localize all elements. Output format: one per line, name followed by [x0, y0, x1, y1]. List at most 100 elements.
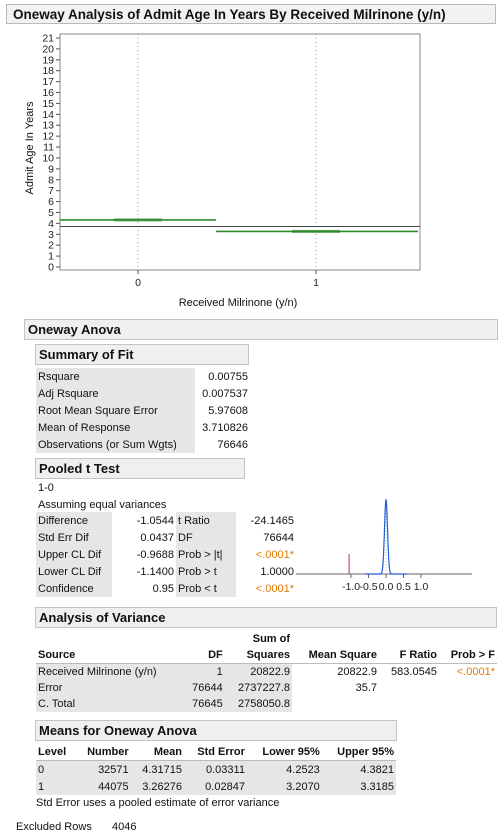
summary-value: 5.97608: [208, 404, 248, 417]
summary-value: 76646: [217, 438, 248, 451]
anova-ss: 2737227.8: [224, 680, 293, 696]
y-tick-label: 15: [42, 98, 54, 110]
pooled-t-label: Upper CL Dif: [36, 546, 112, 563]
anova-source: Received Milrinone (y/n): [36, 663, 184, 680]
pooled-t-value: 0.0437: [140, 531, 174, 544]
f-ratio-col-header: F Ratio: [379, 647, 439, 664]
means-number: 44075: [75, 778, 131, 795]
pooled-t-label: DF: [176, 529, 236, 546]
y-tick-label: 16: [42, 87, 54, 99]
summary-of-fit-table: Rsquare 0.00755 Adj Rsquare 0.007537 Root Me…: [36, 368, 250, 453]
pooled-t-value: 1.0000: [260, 565, 294, 578]
pooled-t-label: Std Err Dif: [36, 529, 112, 546]
pooled-t-row: Difference -1.0544 t Ratio -24.1465: [36, 512, 296, 529]
means-row: 0 32571 4.31715 0.03311 4.2523 4.3821: [36, 760, 396, 778]
anova-ss: 2758050.8: [224, 696, 293, 712]
x-axis-label: Received Milrinone (y/n): [179, 297, 298, 309]
anova-ms: [292, 696, 379, 712]
summary-label: Mean of Response: [36, 419, 195, 436]
pooled-t-table: Difference -1.0544 t Ratio -24.1465 Std Err …: [36, 512, 296, 597]
means-col-header: Mean: [130, 743, 184, 761]
y-tick-label: 13: [42, 120, 54, 132]
pooled-t-test-header[interactable]: Pooled t Test: [35, 458, 245, 479]
y-tick-label: 4: [48, 218, 54, 230]
anova-ms: 35.7: [355, 682, 378, 694]
pooled-t-row: Upper CL Dif -0.9688 Prob > |t| <.0001*: [36, 546, 296, 563]
means-header[interactable]: Means for Oneway Anova: [35, 720, 397, 741]
t-axis-label: 0.0: [379, 581, 394, 593]
pooled-t-label: Difference: [36, 512, 112, 529]
pooled-t-value: -0.9688: [136, 548, 174, 561]
source-col-header: Source: [36, 647, 184, 664]
pooled-t-label: Lower CL Dif: [36, 563, 112, 580]
summary-of-fit-header[interactable]: Summary of Fit: [35, 344, 249, 365]
means-col-header: Upper 95%: [321, 743, 396, 761]
t-axis-label: 1.0: [414, 581, 429, 593]
t-axis-label: 0.5: [396, 581, 411, 593]
pooled-t-value: -1.1400: [136, 565, 174, 578]
summary-label: Root Mean Square Error: [36, 402, 195, 419]
t-distribution-svg: -1.0 -0.5 0.0 0.5 1.0: [296, 498, 472, 593]
contrast-label: 1-0: [38, 482, 54, 494]
means-hi: 3.3185: [321, 778, 396, 795]
pooled-t-value: <.0001*: [255, 582, 294, 595]
mean-ci-diamond: [292, 229, 340, 233]
y-tick-label: 11: [43, 142, 54, 154]
pooled-t-value: -1.0544: [136, 514, 174, 527]
summary-row: Observations (or Sum Wgts) 76646: [36, 436, 250, 453]
mean-square-col-header: Mean Square: [292, 647, 380, 664]
means-hi: 4.3821: [321, 760, 396, 778]
y-tick-label: 18: [42, 65, 54, 77]
anova-table: Sum of Source DF Squares Mean Square F Ratio…: [36, 631, 497, 712]
anova-row: C. Total 76645 2758050.8: [36, 696, 497, 712]
analysis-of-variance-header[interactable]: Analysis of Variance: [35, 607, 497, 628]
oneway-anova-header[interactable]: Oneway Anova: [24, 319, 498, 340]
summary-value: 0.00755: [208, 370, 248, 383]
means-mean: 4.31715: [130, 760, 184, 778]
means-col-header: Level: [36, 743, 76, 761]
pooled-t-label: Prob < t: [176, 580, 236, 597]
x-tick-label: 1: [313, 277, 319, 289]
summary-label: Rsquare: [36, 368, 195, 385]
means-lo: 3.2070: [246, 778, 322, 795]
pooled-t-label: Confidence: [36, 580, 112, 597]
means-level: 1: [36, 778, 76, 795]
means-col-header: Std Error: [183, 743, 247, 761]
pooled-t-label: Prob > t: [176, 563, 236, 580]
anova-row: Error 76644 2737227.8 35.7: [36, 680, 497, 696]
anova-f: [379, 696, 439, 712]
means-col-header: Number: [75, 743, 131, 761]
mean-ci-diamond: [114, 218, 162, 222]
report-title[interactable]: Oneway Analysis of Admit Age In Years By…: [6, 4, 496, 24]
summary-label: Adj Rsquare: [36, 385, 195, 402]
y-tick-label: 1: [48, 251, 54, 263]
means-mean: 3.26276: [130, 778, 184, 795]
sum-of-header: Sum of: [252, 633, 291, 645]
summary-row: Rsquare 0.00755: [36, 368, 250, 385]
y-tick-label: 21: [42, 33, 54, 45]
y-tick-label: 12: [42, 131, 54, 143]
y-axis-label: Admit Age In Years: [24, 101, 36, 194]
means-level: 0: [36, 760, 76, 778]
means-col-header: Lower 95%: [246, 743, 322, 761]
y-tick-label: 5: [48, 207, 54, 219]
prob-f-col-header: Prob > F: [438, 647, 497, 664]
plot-frame: [59, 33, 421, 271]
anova-f: [379, 680, 439, 696]
y-tick-label: 3: [48, 229, 54, 241]
anova-source: C. Total: [36, 696, 184, 712]
summary-value: 0.007537: [202, 387, 248, 400]
y-tick-label: 19: [42, 54, 54, 66]
pooled-t-value: 76644: [263, 531, 294, 544]
summary-label: Observations (or Sum Wgts): [36, 436, 195, 453]
t-axis-label: -1.0: [342, 581, 360, 593]
summary-value: 3.710826: [202, 421, 248, 434]
y-tick-label: 0: [48, 262, 54, 274]
squares-col-header: Squares: [224, 647, 293, 664]
t-axis-label: -0.5: [359, 581, 377, 593]
pooled-t-value: -24.1465: [250, 514, 294, 527]
y-tick-label: 2: [48, 240, 54, 252]
summary-row: Root Mean Square Error 5.97608: [36, 402, 250, 419]
y-tick-label: 17: [42, 76, 54, 88]
